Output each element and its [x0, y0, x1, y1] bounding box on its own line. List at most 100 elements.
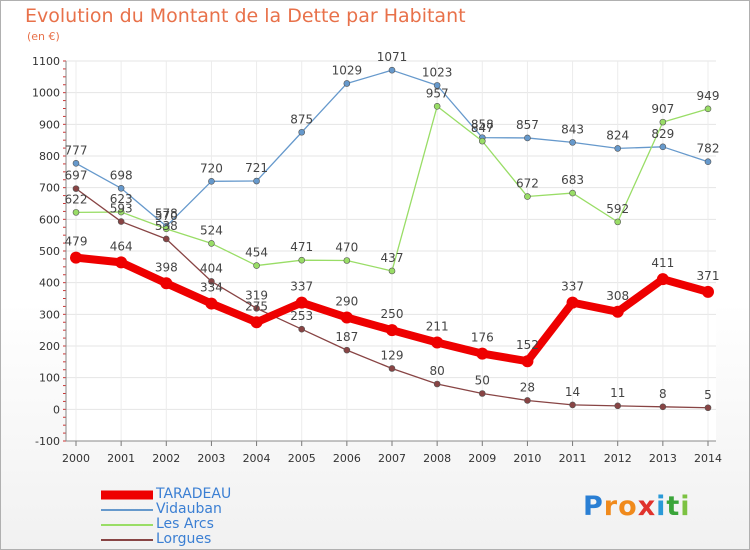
data-label: 319: [245, 288, 268, 302]
data-point: [478, 137, 486, 145]
data-point: [388, 66, 396, 74]
logo-letter: o: [618, 491, 638, 522]
logo-letter: i: [680, 491, 691, 522]
legend-swatch: [101, 523, 153, 526]
data-point: [569, 401, 576, 409]
data-point: [566, 296, 579, 309]
logo-letter: i: [656, 491, 667, 522]
x-tick-label: 2007: [378, 452, 406, 465]
data-label: 1029: [332, 63, 363, 77]
y-tick-label: 300: [39, 308, 60, 321]
data-point: [656, 273, 669, 286]
data-point: [298, 256, 306, 264]
data-label: 275: [245, 299, 268, 313]
legend-item: Lorgues: [101, 531, 301, 547]
y-tick-label: 600: [39, 213, 60, 226]
data-label: 683: [561, 173, 584, 187]
data-point: [614, 145, 622, 152]
logo-letter: x: [637, 491, 657, 522]
data-label: 334: [200, 281, 223, 295]
data-label: 187: [335, 330, 358, 344]
data-label: 957: [426, 86, 449, 100]
data-label: 858: [471, 118, 494, 132]
x-tick-label: 2010: [513, 452, 541, 465]
data-label: 697: [65, 169, 88, 183]
legend: TARADEAU Vidauban Les Arcs Lorgues: [101, 486, 301, 547]
legend-label: Lorgues: [156, 531, 212, 547]
data-label: 875: [290, 112, 313, 126]
data-point: [343, 346, 351, 354]
legend-label: TARADEAU: [156, 486, 232, 502]
data-point: [208, 240, 215, 247]
data-label: 524: [200, 223, 223, 237]
data-label: 622: [65, 192, 88, 206]
data-label: 211: [426, 320, 449, 334]
data-point: [160, 277, 173, 290]
legend-item: TARADEAU: [101, 486, 301, 502]
data-point: [704, 404, 712, 412]
data-label: 907: [651, 102, 674, 116]
data-label: 50: [475, 374, 490, 388]
legend-swatch: [101, 508, 153, 511]
data-point: [208, 278, 215, 285]
data-label: 593: [110, 202, 133, 216]
data-point: [476, 347, 489, 360]
data-point: [388, 365, 396, 372]
data-point: [253, 305, 260, 312]
data-label: 337: [561, 280, 584, 294]
x-tick-label: 2003: [197, 452, 225, 465]
data-point: [343, 257, 351, 264]
y-tick-label: 500: [39, 245, 60, 258]
data-label: 592: [606, 202, 629, 216]
x-tick-label: 2000: [62, 452, 90, 465]
data-label: 1071: [377, 50, 408, 64]
data-label: 949: [697, 89, 720, 103]
data-label: 308: [606, 289, 629, 303]
data-label: 454: [245, 246, 268, 260]
legend-item: Les Arcs: [101, 516, 301, 532]
legend-label: Les Arcs: [156, 516, 214, 532]
data-point: [659, 143, 667, 151]
data-point: [208, 178, 215, 185]
data-point: [117, 218, 125, 225]
data-point: [343, 80, 351, 87]
data-point: [70, 251, 82, 264]
legend-label: Vidauban: [156, 501, 222, 517]
data-label: 14: [565, 385, 580, 399]
proxiti-logo: Proxiti: [583, 491, 691, 522]
data-label: 80: [430, 364, 445, 378]
logo-letter: t: [666, 491, 681, 522]
chart-title: Evolution du Montant de la Dette par Hab…: [25, 5, 466, 27]
data-label: 250: [381, 307, 404, 321]
data-point: [72, 209, 80, 216]
data-label: 28: [520, 380, 535, 394]
data-point: [295, 296, 308, 309]
data-label: 479: [65, 235, 88, 249]
chart-unit: (en €): [27, 30, 60, 43]
data-point: [659, 403, 667, 411]
data-label: 721: [245, 161, 268, 175]
x-tick-label: 2009: [468, 452, 496, 465]
data-point: [386, 324, 398, 337]
y-tick-label: 400: [39, 277, 60, 290]
data-label: 5: [704, 388, 712, 402]
data-label: 782: [697, 142, 720, 156]
data-label: 253: [290, 309, 313, 323]
x-tick-label: 2005: [288, 452, 316, 465]
data-point: [524, 134, 531, 142]
legend-swatch: [101, 490, 153, 499]
data-label: 8: [659, 387, 667, 401]
x-tick-label: 2006: [333, 452, 361, 465]
x-tick-label: 2002: [152, 452, 180, 465]
data-label: 129: [381, 348, 404, 362]
data-label: 843: [561, 122, 584, 136]
x-tick-label: 2008: [423, 452, 451, 465]
data-point: [298, 128, 306, 136]
data-point: [614, 402, 622, 410]
data-label: 398: [155, 260, 178, 274]
data-point: [433, 82, 441, 89]
y-tick-label: 1000: [32, 87, 60, 100]
data-point: [115, 256, 128, 269]
data-point: [478, 390, 486, 397]
